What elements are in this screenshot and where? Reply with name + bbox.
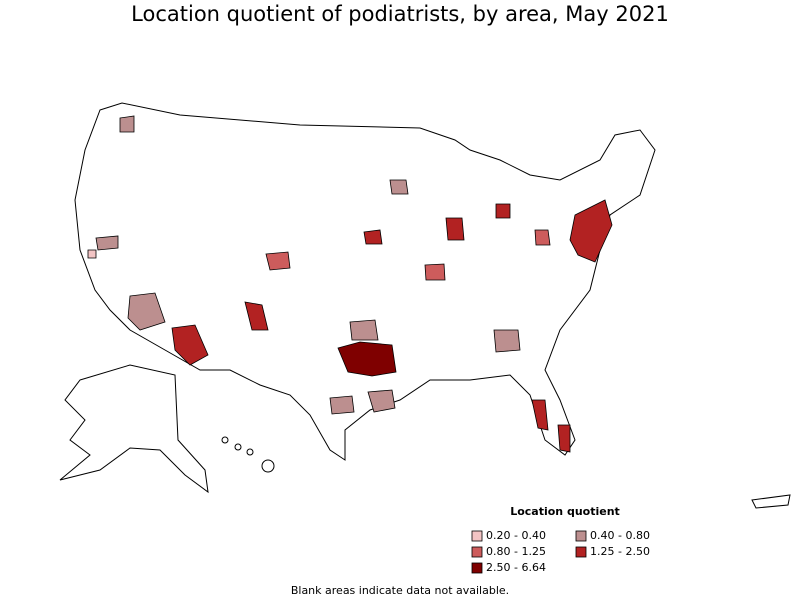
map-area: [265, 251, 291, 271]
legend-swatch: [471, 546, 483, 558]
footnote: Blank areas indicate data not available.: [291, 584, 509, 597]
map-area: [337, 341, 397, 377]
map: [59, 102, 791, 509]
map-area: [95, 235, 119, 251]
map-area: [389, 179, 409, 195]
map-area: [531, 399, 549, 431]
legend-label: 0.80 - 1.25: [486, 545, 546, 558]
map-area: [557, 424, 571, 453]
legend-items: 0.20 - 0.40 0.40 - 0.80 0.80 - 1.25 1.25 - …: [471, 529, 650, 574]
legend: Location quotient 0.20 - 0.40 0.40 - 0.80…: [471, 505, 650, 574]
puerto-rico-outline: [751, 494, 791, 509]
legend-label: 2.50 - 6.64: [486, 561, 546, 574]
map-area: [244, 301, 269, 331]
map-area: [363, 229, 383, 245]
us-outline: [74, 102, 656, 461]
legend-swatch: [575, 546, 587, 558]
map-area: [127, 292, 166, 331]
map-title: Location quotient of podiatrists, by are…: [131, 2, 669, 26]
legend-title: Location quotient: [510, 505, 620, 518]
legend-swatch: [471, 562, 483, 574]
map-area: [329, 395, 355, 415]
map-area: [367, 389, 396, 413]
legend-label: 1.25 - 2.50: [590, 545, 650, 558]
alaska-outline: [59, 364, 209, 494]
map-area: [119, 115, 135, 133]
map-area: [87, 249, 97, 259]
legend-label: 0.20 - 0.40: [486, 529, 546, 542]
legend-swatch: [575, 530, 587, 542]
hawaii-outline: [221, 436, 275, 473]
legend-swatch: [471, 530, 483, 542]
map-area: [495, 203, 511, 219]
map-area: [569, 199, 613, 263]
legend-label: 0.40 - 0.80: [590, 529, 650, 542]
map-area: [171, 324, 209, 366]
map-area: [534, 229, 551, 246]
map-area: [445, 217, 465, 241]
map-area: [493, 329, 521, 353]
map-area: [349, 319, 379, 341]
map-area: [424, 263, 446, 281]
